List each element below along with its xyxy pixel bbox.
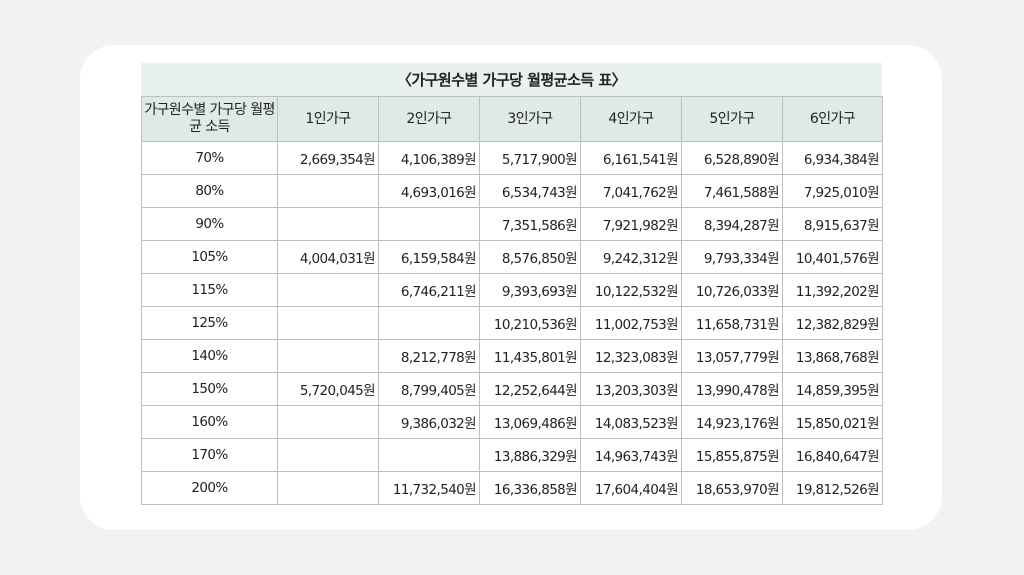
income-cell <box>277 174 379 208</box>
income-cell: 2,669,354원 <box>277 141 379 175</box>
table-row: 170% 13,886,329원 14,963,743원 15,855,875원 16,… <box>141 438 883 472</box>
income-cell <box>277 471 379 505</box>
income-cell: 6,161,541원 <box>580 141 682 175</box>
table-row: 125% 10,210,536원 11,002,753원 11,658,731원 12,… <box>141 306 883 340</box>
income-cell: 4,693,016원 <box>378 174 480 208</box>
header-5-person: 5인가구 <box>681 96 783 142</box>
income-cell: 13,886,329원 <box>479 438 581 472</box>
row-label-cell: 140% <box>141 339 278 373</box>
income-cell: 5,720,045원 <box>277 372 379 406</box>
income-cell: 6,934,384원 <box>782 141 883 175</box>
income-cell: 6,528,890원 <box>681 141 783 175</box>
income-cell: 11,002,753원 <box>580 306 682 340</box>
row-label-cell: 105% <box>141 240 278 274</box>
income-cell: 10,401,576원 <box>782 240 883 274</box>
income-cell: 9,793,334원 <box>681 240 783 274</box>
header-6-person: 6인가구 <box>782 96 883 142</box>
table-row: 70% 2,669,354원 4,106,389원 5,717,900원 6,161,5… <box>141 141 883 175</box>
income-cell: 12,382,829원 <box>782 306 883 340</box>
table-row: 160% 9,386,032원 13,069,486원 14,083,523원 14,9… <box>141 405 883 439</box>
income-cell: 18,653,970원 <box>681 471 783 505</box>
income-cell <box>277 207 379 241</box>
row-label-cell: 200% <box>141 471 278 505</box>
table-row: 90% 7,351,586원 7,921,982원 8,394,287원 8,915,6… <box>141 207 883 241</box>
income-cell: 11,392,202원 <box>782 273 883 307</box>
income-cell: 15,855,875원 <box>681 438 783 472</box>
header-income-level: 가구원수별 가구당 월평균 소득 <box>141 96 278 142</box>
income-cell: 17,604,404원 <box>580 471 682 505</box>
income-cell <box>378 438 480 472</box>
table-row: 150% 5,720,045원 8,799,405원 12,252,644원 13,20… <box>141 372 883 406</box>
income-cell: 13,990,478원 <box>681 372 783 406</box>
header-4-person: 4인가구 <box>580 96 682 142</box>
row-label-cell: 70% <box>141 141 278 175</box>
income-cell: 9,386,032원 <box>378 405 480 439</box>
table-row: 105% 4,004,031원 6,159,584원 8,576,850원 9,242,… <box>141 240 883 274</box>
row-label-cell: 90% <box>141 207 278 241</box>
income-cell <box>378 306 480 340</box>
row-label-cell: 125% <box>141 306 278 340</box>
table-row: 80% 4,693,016원 6,534,743원 7,041,762원 7,461,5… <box>141 174 883 208</box>
income-cell: 6,746,211원 <box>378 273 480 307</box>
table-title: 〈가구원수별 가구당 월평균소득 표〉 <box>141 63 882 96</box>
income-cell: 6,159,584원 <box>378 240 480 274</box>
row-label-cell: 115% <box>141 273 278 307</box>
income-cell: 14,923,176원 <box>681 405 783 439</box>
income-cell <box>277 273 379 307</box>
header-2-person: 2인가구 <box>378 96 480 142</box>
income-cell <box>277 405 379 439</box>
income-cell <box>277 306 379 340</box>
income-cell: 11,658,731원 <box>681 306 783 340</box>
header-3-person: 3인가구 <box>479 96 581 142</box>
income-cell: 8,212,778원 <box>378 339 480 373</box>
income-cell <box>277 339 379 373</box>
income-cell: 7,925,010원 <box>782 174 883 208</box>
income-cell: 16,840,647원 <box>782 438 883 472</box>
income-cell: 4,004,031원 <box>277 240 379 274</box>
income-cell <box>378 207 480 241</box>
income-cell: 12,252,644원 <box>479 372 581 406</box>
table-row: 200% 11,732,540원 16,336,858원 17,604,404원 18,… <box>141 471 883 505</box>
income-cell: 15,850,021원 <box>782 405 883 439</box>
header-row: 가구원수별 가구당 월평균 소득 1인가구 2인가구 3인가구 4인가구 5인가… <box>141 96 883 142</box>
income-cell: 7,921,982원 <box>580 207 682 241</box>
income-cell: 8,394,287원 <box>681 207 783 241</box>
income-cell: 16,336,858원 <box>479 471 581 505</box>
income-cell: 7,041,762원 <box>580 174 682 208</box>
row-label-cell: 170% <box>141 438 278 472</box>
income-cell: 10,210,536원 <box>479 306 581 340</box>
income-cell: 11,732,540원 <box>378 471 480 505</box>
row-label-cell: 150% <box>141 372 278 406</box>
income-cell: 10,122,532원 <box>580 273 682 307</box>
income-cell: 7,351,586원 <box>479 207 581 241</box>
income-cell: 8,576,850원 <box>479 240 581 274</box>
row-label-cell: 160% <box>141 405 278 439</box>
header-1-person: 1인가구 <box>277 96 379 142</box>
row-label-cell: 80% <box>141 174 278 208</box>
income-cell: 5,717,900원 <box>479 141 581 175</box>
income-cell: 14,083,523원 <box>580 405 682 439</box>
table-row: 140% 8,212,778원 11,435,801원 12,323,083원 13,0… <box>141 339 883 373</box>
income-cell: 12,323,083원 <box>580 339 682 373</box>
income-cell: 14,963,743원 <box>580 438 682 472</box>
income-cell: 13,069,486원 <box>479 405 581 439</box>
income-cell: 8,799,405원 <box>378 372 480 406</box>
income-cell: 13,868,768원 <box>782 339 883 373</box>
income-cell: 13,203,303원 <box>580 372 682 406</box>
income-cell: 19,812,526원 <box>782 471 883 505</box>
income-cell: 7,461,588원 <box>681 174 783 208</box>
income-cell: 8,915,637원 <box>782 207 883 241</box>
income-table: 가구원수별 가구당 월평균 소득 1인가구 2인가구 3인가구 4인가구 5인가… <box>141 96 883 505</box>
income-cell: 9,393,693원 <box>479 273 581 307</box>
income-cell: 9,242,312원 <box>580 240 682 274</box>
income-cell <box>277 438 379 472</box>
income-cell: 11,435,801원 <box>479 339 581 373</box>
income-cell: 13,057,779원 <box>681 339 783 373</box>
income-cell: 6,534,743원 <box>479 174 581 208</box>
table-row: 115% 6,746,211원 9,393,693원 10,122,532원 10,72… <box>141 273 883 307</box>
income-cell: 10,726,033원 <box>681 273 783 307</box>
income-cell: 14,859,395원 <box>782 372 883 406</box>
income-cell: 4,106,389원 <box>378 141 480 175</box>
